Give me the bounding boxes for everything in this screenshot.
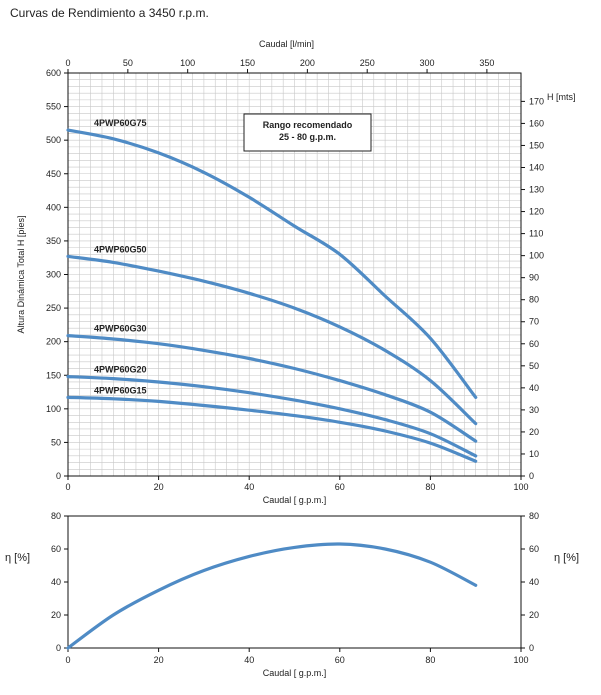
x-axis-label: Caudal [ g.p.m.] <box>263 495 327 505</box>
x-tick-label: 80 <box>425 482 435 492</box>
y2-tick-label: 170 <box>529 96 544 106</box>
y-tick-label: 600 <box>46 68 61 78</box>
y-tick-label: 0 <box>56 471 61 481</box>
eff-x-tick-label: 0 <box>65 655 70 665</box>
y-tick-label: 200 <box>46 337 61 347</box>
y2-tick-label: 30 <box>529 405 539 415</box>
efficiency-frame <box>67 515 522 649</box>
x-tick-label: 60 <box>335 482 345 492</box>
x2-tick-label: 50 <box>123 58 133 68</box>
y2-tick-label: 40 <box>529 383 539 393</box>
y-tick-label: 450 <box>46 169 61 179</box>
page-title: Curvas de Rendimiento a 3450 r.p.m. <box>10 6 209 20</box>
x-tick-label: 0 <box>65 482 70 492</box>
eff-y-axis-label: η [%] <box>5 552 30 564</box>
curve-4pwp60g20 <box>66 375 478 458</box>
y2-tick-label: 60 <box>529 339 539 349</box>
y2-tick-label: 0 <box>529 471 534 481</box>
y-tick-label: 400 <box>46 202 61 212</box>
eff-x-axis-label: Caudal [ g.p.m.] <box>263 668 327 678</box>
y-tick-label: 300 <box>46 270 61 280</box>
efficiency-curve <box>66 542 478 650</box>
y2-tick-label: 70 <box>529 317 539 327</box>
curve-label-4pwp60g30: 4PWP60G30 <box>94 324 147 334</box>
x2-tick-label: 350 <box>479 58 494 68</box>
eff-x-tick-label: 40 <box>244 655 254 665</box>
x2-tick-label: 0 <box>65 58 70 68</box>
eff-y2-tick-label: 20 <box>529 610 539 620</box>
y-tick-label: 550 <box>46 102 61 112</box>
curve-label-4pwp60g15: 4PWP60G15 <box>94 385 147 395</box>
eff-x-tick-label: 100 <box>513 655 528 665</box>
eff-x-tick-label: 20 <box>154 655 164 665</box>
eff-y-tick-label: 40 <box>51 577 61 587</box>
y2-tick-label: 120 <box>529 207 544 217</box>
y2-tick-label: 90 <box>529 273 539 283</box>
eff-y-tick-label: 0 <box>56 643 61 653</box>
x2-tick-label: 100 <box>180 58 195 68</box>
x-tick-label: 100 <box>513 482 528 492</box>
eff-y2-tick-label: 0 <box>529 643 534 653</box>
eff-x-tick-label: 60 <box>335 655 345 665</box>
y2-axis-label: H [mts] <box>547 92 576 102</box>
eff-y-tick-label: 80 <box>51 511 61 521</box>
x2-axis-label: Caudal [l/min] <box>259 39 314 49</box>
y-tick-label: 250 <box>46 303 61 313</box>
curve-label-4pwp60g75: 4PWP60G75 <box>94 118 147 128</box>
y-tick-label: 350 <box>46 236 61 246</box>
y2-tick-label: 160 <box>529 118 544 128</box>
y-tick-label: 50 <box>51 437 61 447</box>
recommended-range-title: Rango recomendado <box>263 120 353 130</box>
y2-tick-label: 100 <box>529 251 544 261</box>
y2-tick-label: 110 <box>529 229 543 239</box>
y2-tick-label: 80 <box>529 295 539 305</box>
y2-tick-label: 130 <box>529 185 544 195</box>
y-axis-label: Altura Dinámica Total H [pies] <box>16 216 26 334</box>
x-tick-label: 20 <box>154 482 164 492</box>
curve-4pwp60g15 <box>66 395 478 463</box>
curve-4pwp60g30 <box>66 334 478 443</box>
curve-4pwp60g50 <box>66 254 478 426</box>
eff-y2-axis-label: η [%] <box>554 552 579 564</box>
eff-y-tick-label: 20 <box>51 610 61 620</box>
x2-tick-label: 200 <box>300 58 315 68</box>
curve-label-4pwp60g20: 4PWP60G20 <box>94 365 147 375</box>
y-tick-label: 100 <box>46 404 61 414</box>
y2-tick-label: 20 <box>529 427 539 437</box>
recommended-range-value: 25 - 80 g.p.m. <box>279 132 336 142</box>
recommended-range-box <box>243 113 372 152</box>
curve-4pwp60g75 <box>66 128 478 399</box>
y-tick-label: 150 <box>46 370 61 380</box>
y2-tick-label: 10 <box>529 449 539 459</box>
x2-tick-label: 300 <box>420 58 435 68</box>
eff-y-tick-label: 60 <box>51 544 61 554</box>
eff-y2-tick-label: 80 <box>529 511 539 521</box>
x2-tick-label: 150 <box>240 58 255 68</box>
y2-tick-label: 50 <box>529 361 539 371</box>
y-tick-label: 500 <box>46 135 61 145</box>
y2-tick-label: 140 <box>529 162 544 172</box>
eff-y2-tick-label: 40 <box>529 577 539 587</box>
eff-x-tick-label: 80 <box>425 655 435 665</box>
y2-tick-label: 150 <box>529 140 544 150</box>
curve-label-4pwp60g50: 4PWP60G50 <box>94 244 147 254</box>
x-tick-label: 40 <box>244 482 254 492</box>
x2-tick-label: 250 <box>360 58 375 68</box>
eff-y2-tick-label: 60 <box>529 544 539 554</box>
